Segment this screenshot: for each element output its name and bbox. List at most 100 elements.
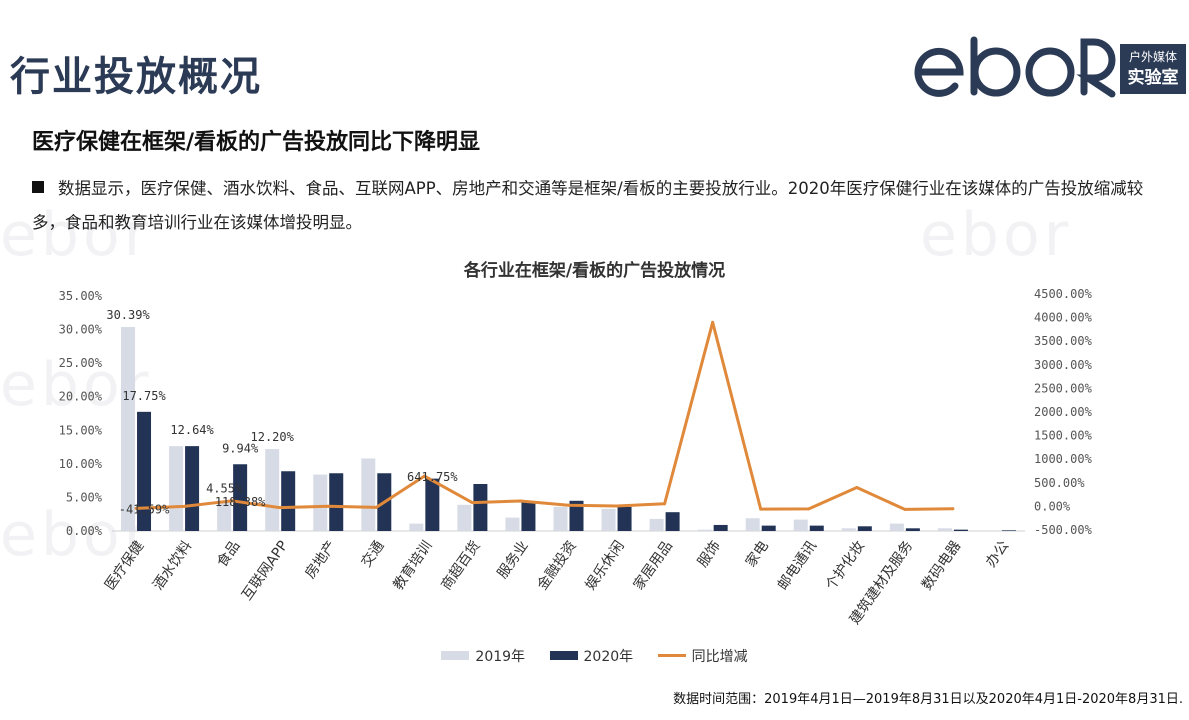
bar-2020 [809,525,824,531]
right-axis-tick-label: -500.00% [1034,523,1093,537]
legend-swatch-2020 [549,651,578,660]
data-label: 12.64% [170,423,214,437]
bar-2020 [953,529,968,531]
yoy-change-point [567,503,570,507]
industry-ad-chart: 0.00% 5.00% 10.00% 15.00% 20.00% 25.00% 30.00%… [59,287,1093,628]
right-axis-tick-label: 2000.00% [1034,405,1093,419]
category-tick-label: 服务业 [495,538,532,582]
legend-item-2020[interactable]: 2020年 [549,646,634,666]
logo-badge: 户外媒体 实验室 [1120,44,1186,94]
category-tick-label: 商超百货 [438,538,484,594]
category-tick-label: 数码电器 [919,538,964,593]
yoy-change-point [230,499,234,503]
bar-2020 [233,464,248,531]
right-axis-tick-label: 3500.00% [1034,334,1093,348]
right-axis-tick-label: 0.00% [1034,499,1071,513]
bar-2019 [649,518,664,531]
data-label: 30.39% [106,308,150,322]
yoy-change-point [326,504,330,508]
bar-2019 [169,446,184,531]
left-axis-tick-label: 25.00% [59,356,103,370]
bar-2020 [665,512,680,531]
category-tick-label: 服饰 [695,538,724,570]
right-axis-tick-label: 1000.00% [1034,452,1093,466]
data-label: 17.75% [122,389,166,403]
category-tick-label: 家电 [742,538,772,571]
category-tick-label: 娱乐休闲 [583,538,628,593]
bar-2019 [121,326,136,531]
bar-2020 [425,478,440,531]
left-axis-tick-label: 30.00% [59,323,103,337]
yoy-change-point [903,507,907,511]
legend-swatch-2019 [441,651,470,660]
yoy-change-point [278,506,282,510]
category-tick-label: 邮电通讯 [775,538,820,593]
bar-2020 [617,506,632,531]
yoy-change-point [615,504,619,508]
right-axis-tick-label: 4000.00% [1034,311,1093,325]
bar-2019 [409,523,424,531]
bar-2019 [217,500,232,531]
bar-2020 [569,500,584,531]
yoy-change-point [374,505,378,509]
legend-item-yoy[interactable]: 同比增减 [657,646,748,666]
data-label: 4.55% [206,481,243,495]
category-tick-label: 教育培训 [390,538,435,593]
yoy-change-point [951,507,955,511]
logo-badge-line2: 实验室 [1127,68,1179,88]
left-axis-tick-label: 0.00% [66,524,103,538]
right-axis-tick-label: 2500.00% [1034,381,1093,395]
bar-2019 [553,506,568,531]
left-axis-tick-label: 15.00% [59,423,103,437]
bar-2019 [937,528,952,531]
bullet-text: 数据显示，医疗保健、酒水饮料、食品、互联网APP、房地产和交通等是框架/看板的主… [32,179,1144,232]
category-tick-label: 金融投资 [535,538,580,593]
bar-2020 [521,502,536,531]
left-axis-tick-label: 5.00% [66,490,103,504]
category-tick-label: 交通 [358,538,388,571]
data-range-footnote: 数据时间范围：2019年4月1日—2019年8月31日以及2020年4月1日-2… [673,692,1183,707]
legend-label-yoy: 同比增减 [691,649,748,665]
right-axis-tick-label: 500.00% [1034,476,1085,490]
bar-2020 [473,484,488,531]
yoy-change-line [135,320,953,511]
yoy-change-point [518,499,522,503]
category-tick-label: 互联网APP [239,538,291,603]
bar-2019 [601,508,616,531]
legend-label-2019: 2019年 [475,649,526,665]
ebor-logo [914,36,1116,98]
data-label: 118.38% [215,495,266,509]
bar-2019 [505,517,520,531]
page-title: 行业投放概况 [10,54,262,100]
yoy-change-point [759,507,763,511]
category-tick-label: 家居用品 [630,538,676,594]
category-tick-label: 医疗保健 [102,538,147,593]
bar-2020 [185,446,200,531]
chart-title: 各行业在框架/看板的广告投放情况 [463,261,726,281]
section-subtitle: 医疗保健在框架/看板的广告投放同比下降明显 [32,130,481,155]
legend-item-2019[interactable]: 2019年 [441,646,525,666]
right-axis-tick-label: 3000.00% [1034,358,1093,372]
left-axis-tick-label: 20.00% [59,390,103,404]
chart-legend: 2019年 2020年 同比增减 [0,646,1189,666]
bar-2020 [761,525,776,531]
yoy-change-point [855,486,859,490]
bar-2019 [793,519,808,531]
yoy-change-point [422,474,426,478]
bar-2019 [457,504,472,531]
bar-2019 [313,474,328,531]
bar-2019 [361,458,376,531]
right-axis-tick-label: 1500.00% [1034,429,1093,443]
bar-2020 [1001,530,1016,531]
category-tick-label: 个护化妆 [823,538,868,593]
bar-2020 [281,471,296,531]
bar-2019 [841,528,856,531]
data-label: -41.59% [119,502,170,516]
category-tick-label: 房地产 [302,538,339,582]
data-label: 641.75% [407,470,458,484]
legend-label-2020: 2020年 [583,649,634,665]
bar-2020 [329,473,344,531]
bullet-paragraph: 数据显示，医疗保健、酒水饮料、食品、互联网APP、房地产和交通等是框架/看板的主… [32,172,1162,240]
bar-2020 [137,411,152,531]
bar-2019 [889,523,904,531]
